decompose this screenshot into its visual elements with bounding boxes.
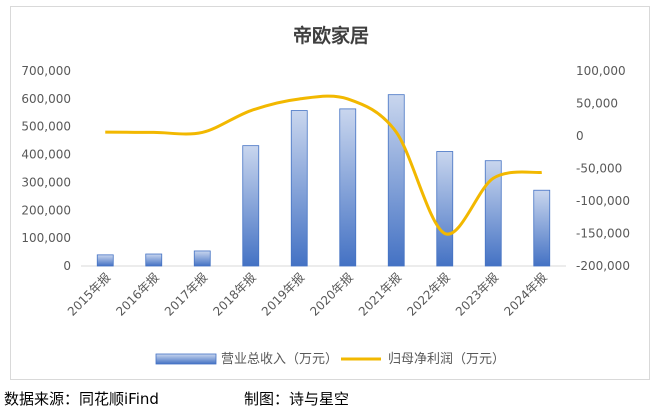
revenue-bar: [193, 250, 211, 267]
legend: 营业总收入（万元） 归母净利润（万元）: [155, 352, 505, 367]
revenue-bar: [533, 189, 551, 267]
left-axis-tick-label: 600,000: [21, 92, 71, 106]
left-axis-tick-label: 200,000: [21, 203, 71, 217]
revenue-bar: [242, 145, 260, 267]
x-axis-tick-label: 2024年报: [501, 270, 550, 319]
chart-card: 帝欧家居 0 100,000 200,000 300,000 400,000 500,00…: [10, 6, 650, 380]
left-axis-tick-label: 400,000: [21, 148, 71, 162]
x-axis-tick-label: 2017年报: [161, 270, 210, 319]
right-axis-tick-label: -200,000: [576, 259, 630, 273]
left-axis: 0 100,000 200,000 300,000 400,000 500,000 600,…: [21, 64, 71, 273]
chart-svg: 帝欧家居 0 100,000 200,000 300,000 400,000 500,00…: [21, 24, 630, 367]
x-axis-tick-label: 2023年报: [452, 270, 501, 319]
right-axis-tick-label: -150,000: [576, 227, 630, 241]
left-axis-tick-label: 500,000: [21, 120, 71, 134]
x-axis-tick-label: 2021年报: [355, 270, 404, 319]
x-axis-tick-label: 2020年报: [307, 270, 356, 319]
revenue-bar: [436, 151, 454, 267]
revenue-bar: [145, 253, 163, 267]
footer-source: 数据来源：同花顺iFind: [4, 390, 159, 408]
legend-line-label: 归母净利润（万元）: [388, 352, 505, 367]
legend-bar-swatch: [155, 353, 217, 365]
right-axis-tick-label: -100,000: [576, 194, 630, 208]
x-axis-tick-label: 2016年报: [113, 270, 162, 319]
footer: 数据来源：同花顺iFind 制图：诗与星空: [4, 386, 654, 410]
left-axis-tick-label: 0: [63, 259, 71, 273]
left-axis-tick-label: 700,000: [21, 64, 71, 78]
footer-maker: 制图：诗与星空: [244, 390, 350, 408]
right-axis: -200,000 -150,000 -100,000 -50,000 0 50,000 10…: [576, 64, 630, 273]
right-axis-tick-label: 0: [576, 129, 584, 143]
x-axis-tick-label: 2018年报: [210, 270, 259, 319]
left-axis-tick-label: 300,000: [21, 175, 71, 189]
right-axis-tick-label: 100,000: [576, 64, 626, 78]
x-axis-tick-label: 2022年报: [404, 270, 453, 319]
revenue-bar: [96, 254, 114, 267]
revenue-bar: [387, 94, 405, 267]
x-axis-tick-label: 2019年报: [258, 270, 307, 319]
revenue-bar: [484, 160, 502, 267]
legend-bar-label: 营业总收入（万元）: [221, 352, 338, 367]
bar-series: [96, 94, 551, 267]
revenue-bar: [339, 108, 357, 267]
right-axis-tick-label: -50,000: [576, 162, 622, 176]
x-axis-tick-label: 2015年报: [64, 270, 113, 319]
left-axis-tick-label: 100,000: [21, 231, 71, 245]
revenue-bar: [290, 110, 308, 267]
x-axis: 2015年报 2016年报 2017年报 2018年报 2019年报 2020年报 2021…: [64, 270, 550, 319]
chart-title: 帝欧家居: [293, 24, 369, 47]
line-series: [105, 94, 542, 236]
net-profit-line: [105, 94, 542, 236]
right-axis-tick-label: 50,000: [576, 97, 618, 111]
